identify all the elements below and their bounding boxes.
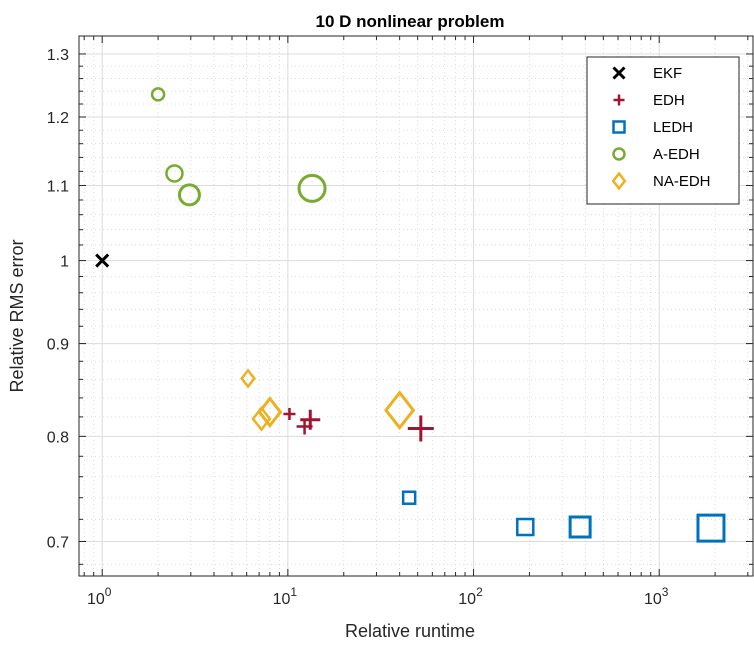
y-tick-label: 0.8 xyxy=(47,429,69,446)
legend: EKF EDH LEDH A-EDH NA-EDH xyxy=(586,56,740,205)
ekf-point xyxy=(95,253,110,268)
legend-ledh-label: LEDH xyxy=(653,119,693,136)
y-tick-label: 1.3 xyxy=(47,47,69,64)
legend-ekf-label: EKF xyxy=(653,65,682,82)
a-edh-point xyxy=(297,173,327,203)
major-grid xyxy=(79,36,753,576)
y-tick-label: 1 xyxy=(60,254,69,271)
legend-ekf-marker xyxy=(612,66,626,80)
ledh-point xyxy=(516,517,535,537)
legend-ledh-marker xyxy=(612,120,626,134)
x-tick-label: 102 xyxy=(458,585,483,608)
y-tick-label: 0.7 xyxy=(47,535,69,552)
edh-point xyxy=(300,409,321,430)
na-edh-point xyxy=(384,390,416,431)
y-tick-label: 1.1 xyxy=(47,179,69,196)
na-edh-point xyxy=(240,368,256,389)
x-tick-label: 100 xyxy=(87,585,112,608)
ledh-point xyxy=(401,490,417,505)
x-tick-labels: 100 101 102 103 xyxy=(87,585,669,608)
axis-ticks xyxy=(79,36,753,576)
ledh-point xyxy=(568,515,592,539)
x-tick-label: 101 xyxy=(273,585,298,608)
y-tick-labels: 0.7 0.8 0.9 1 1.1 1.2 1.3 xyxy=(47,47,69,552)
data-markers xyxy=(95,87,726,543)
x-axis-label: Relative runtime xyxy=(345,621,475,641)
edh-point xyxy=(407,415,434,442)
a-edh-point xyxy=(177,183,201,207)
na-edh-point xyxy=(251,405,272,432)
x-tick-label: 103 xyxy=(644,585,669,608)
legend-edh-marker xyxy=(613,94,625,106)
edh-point xyxy=(283,408,296,421)
na-edh-point xyxy=(257,396,283,429)
legend-a-edh-marker xyxy=(612,147,626,161)
y-tick-label: 1.2 xyxy=(47,110,69,127)
minor-grid xyxy=(79,36,753,576)
y-tick-label: 0.9 xyxy=(47,337,69,354)
a-edh-point xyxy=(165,164,184,183)
legend-na-edh-label: NA-EDH xyxy=(653,173,711,190)
legend-edh-label: EDH xyxy=(653,92,685,109)
chart-title: 10 D nonlinear problem xyxy=(316,12,505,31)
ledh-point xyxy=(696,513,726,543)
legend-na-edh-marker xyxy=(611,171,627,191)
legend-a-edh-label: A-EDH xyxy=(653,146,700,163)
a-edh-point xyxy=(150,87,166,102)
y-axis-label: Relative RMS error xyxy=(7,239,27,392)
plot-frame xyxy=(78,35,754,577)
